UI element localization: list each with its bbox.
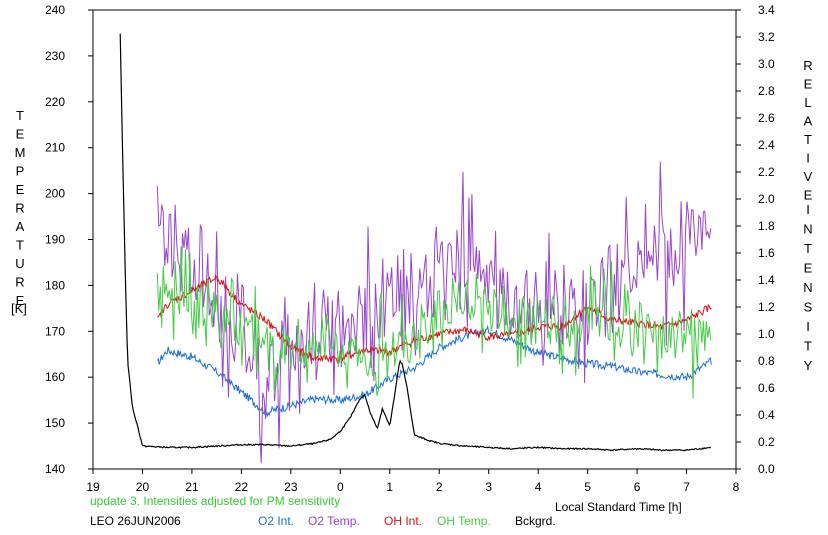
y-right-tick-label: 3.4 <box>758 3 775 17</box>
y-left-title-letter: T <box>16 108 24 123</box>
y-right-title-letter: N <box>803 280 812 295</box>
y-right-tick-label: 2.6 <box>758 111 775 125</box>
y-right-title-letter: E <box>804 77 813 92</box>
x-tick-label: 2 <box>436 480 443 494</box>
y-right-tick-label: 1.6 <box>758 246 775 260</box>
y-right-title-letter: V <box>804 169 813 184</box>
y-right-tick-label: 2.8 <box>758 84 775 98</box>
y-right-title-letter: S <box>804 300 813 315</box>
y-right-title-letter: I <box>806 202 810 217</box>
x-tick-label: 4 <box>535 480 542 494</box>
y-left-title-letter: E <box>16 182 25 197</box>
y-left-tick-label: 160 <box>45 370 65 384</box>
x-tick-label: 0 <box>337 480 344 494</box>
legend-o2-temp: O2 Temp. <box>308 514 360 528</box>
y-right-tick-label: 1.8 <box>758 219 775 233</box>
legend-o2-int: O2 Int. <box>258 514 294 528</box>
axis-layer: 19 20 21 22 23 0 1 2 3 4 5 6 7 8140150160170180190200… <box>15 3 813 494</box>
x-tick-label: 3 <box>485 480 492 494</box>
plot-frame <box>92 9 737 470</box>
y-left-title-letter: P <box>16 164 25 179</box>
y-right-tick-label: 2.4 <box>758 138 775 152</box>
y-right-tick-label: 1.4 <box>758 273 775 287</box>
y-right-title-letter: I <box>806 319 810 334</box>
y-right-tick-label: 3.0 <box>758 57 775 71</box>
x-tick-label: 20 <box>136 480 150 494</box>
y-right-tick-label: 0.2 <box>758 435 775 449</box>
y-right-title-letter: N <box>803 222 812 237</box>
series-layer <box>119 33 712 464</box>
y-right-title-letter: A <box>804 114 813 129</box>
note-text: update 3. Intensities adjusted for PM se… <box>90 494 340 508</box>
y-right-title-letter: I <box>806 151 810 166</box>
y-right-title-letter: Y <box>804 358 813 373</box>
y-left-title-letter: A <box>16 219 25 234</box>
y-left-title-letter: E <box>16 127 25 142</box>
y-right-title-letter: T <box>804 132 812 147</box>
y-left-tick-label: 240 <box>45 3 65 17</box>
x-tick-label: 22 <box>235 480 249 494</box>
y-right-tick-label: 1.0 <box>758 327 775 341</box>
y-left-tick-label: 230 <box>45 49 65 63</box>
y-right-tick-label: 2.0 <box>758 192 775 206</box>
y-right-tick-label: 2.2 <box>758 165 775 179</box>
y-left-title-letter: U <box>15 256 24 271</box>
y-right-tick-label: 1.2 <box>758 300 775 314</box>
series-line <box>156 246 712 399</box>
y-left-tick-label: 210 <box>45 141 65 155</box>
station-text: LEO 26JUN2006 <box>90 514 181 528</box>
y-right-tick-label: 0.0 <box>758 462 775 476</box>
y-left-tick-label: 220 <box>45 95 65 109</box>
y-right-tick-label: 0.6 <box>758 381 775 395</box>
y-left-tick-label: 140 <box>45 462 65 476</box>
series-line <box>156 161 712 464</box>
y-right-tick-label: 0.4 <box>758 408 775 422</box>
x-tick-label: 7 <box>683 480 690 494</box>
y-right-tick-label: 3.2 <box>758 30 775 44</box>
y-left-title-letter: R <box>15 201 24 216</box>
x-tick-label: 23 <box>284 480 298 494</box>
y-right-tick-label: 0.8 <box>758 354 775 368</box>
y-left-tick-label: 150 <box>45 416 65 430</box>
x-tick-label: 8 <box>733 480 740 494</box>
y-left-title-letter: T <box>16 238 24 253</box>
y-right-title-letter: E <box>804 188 813 203</box>
series-line <box>119 33 712 452</box>
x-tick-label: 19 <box>86 480 100 494</box>
legend-oh-temp: OH Temp. <box>437 514 491 528</box>
y-right-title-letter: T <box>804 339 812 354</box>
y-right-title-letter: L <box>804 95 811 110</box>
legend-oh-int: OH Int. <box>384 514 422 528</box>
y-left-tick-label: 180 <box>45 278 65 292</box>
y-right-title-letter: R <box>803 58 812 73</box>
legend-bckgrd: Bckgrd. <box>515 514 556 528</box>
y-right-title-letter: T <box>804 241 812 256</box>
y-left-tick-label: 170 <box>45 324 65 338</box>
x-tick-label: 21 <box>185 480 199 494</box>
x-tick-label: 1 <box>386 480 393 494</box>
x-tick-label: 6 <box>634 480 641 494</box>
y-left-tick-label: 190 <box>45 233 65 247</box>
y-right-title-letter: E <box>804 261 813 276</box>
left-unit-label: [K] <box>11 301 27 316</box>
x-axis-label: Local Standard Time [h] <box>555 500 682 514</box>
y-left-title-letter: M <box>15 145 26 160</box>
y-left-tick-label: 200 <box>45 187 65 201</box>
x-tick-label: 5 <box>584 480 591 494</box>
y-left-title-letter: E <box>16 293 25 308</box>
series-line <box>156 324 712 418</box>
y-left-title-letter: R <box>15 275 24 290</box>
